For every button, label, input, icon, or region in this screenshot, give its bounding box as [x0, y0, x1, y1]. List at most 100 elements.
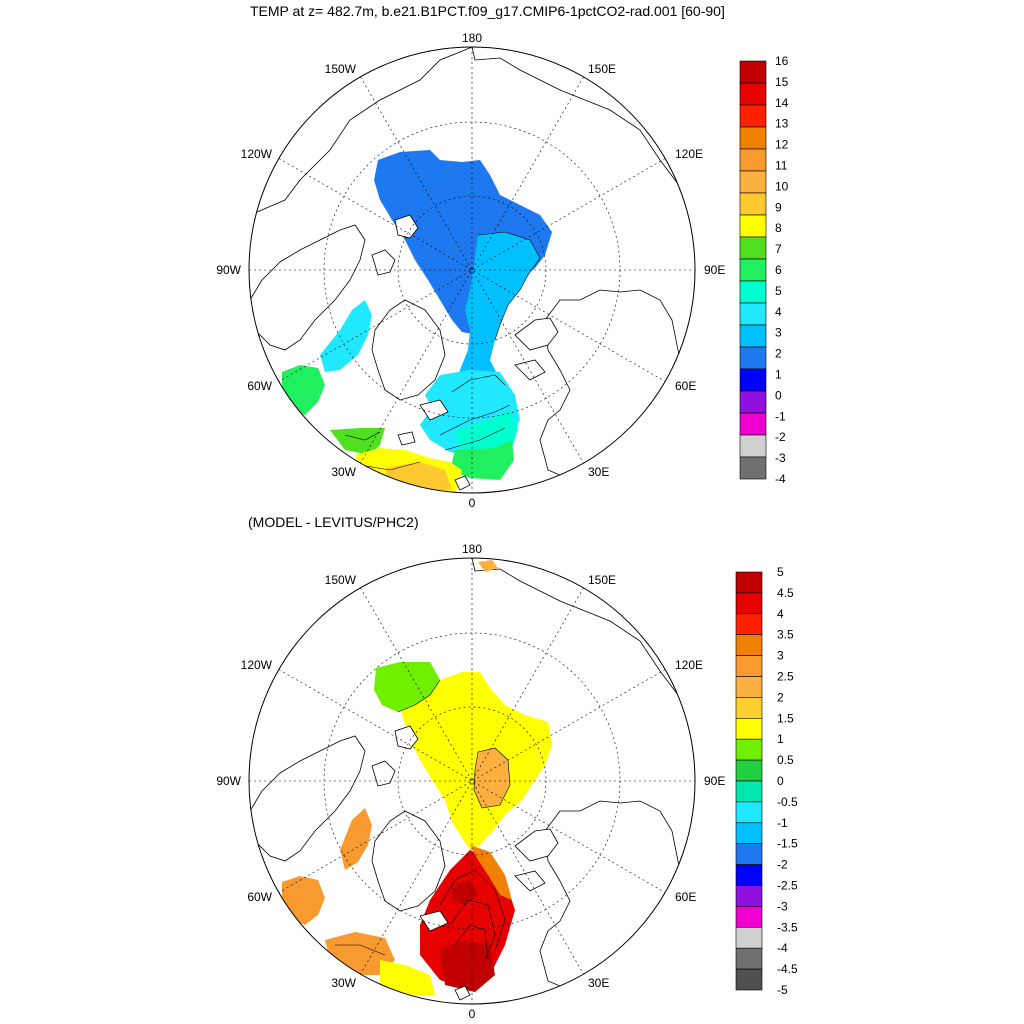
- lon-label: 180: [462, 31, 482, 45]
- colorbar-tick-label: 9: [775, 200, 782, 214]
- colorbar-tick-label: -3: [775, 451, 786, 465]
- lon-label: 0: [469, 496, 476, 510]
- colorbar-tick-label: -2: [775, 430, 786, 444]
- lon-label: 60W: [247, 379, 272, 393]
- lon-label: 90W: [216, 774, 241, 788]
- map-panel-temp: 180 150W 150E 120W 120E 90W 90E 60W 60E …: [216, 31, 788, 510]
- lon-label: 150W: [325, 573, 357, 587]
- colorbar-swatch: [735, 592, 763, 615]
- colorbar-tick-label: -5: [777, 983, 788, 997]
- colorbar-swatch: [735, 906, 763, 928]
- colorbar-swatch: [739, 82, 767, 106]
- colorbar-tick-label: -4: [777, 941, 788, 955]
- lon-label: 120W: [241, 658, 273, 672]
- colorbar-swatch: [735, 968, 763, 991]
- graticule: [249, 47, 695, 493]
- lon-label: 90E: [704, 774, 725, 788]
- colorbar-swatch: [739, 324, 767, 348]
- colorbar-tick-label: -0.5: [777, 795, 798, 809]
- colorbar-swatch: [739, 434, 767, 458]
- longitude-labels: 180 150W 150E 120W 120E 90W 90E 60W 60E …: [216, 542, 725, 1021]
- lon-label: 30E: [588, 976, 609, 990]
- longitude-labels: 180 150W 150E 120W 120E 90W 90E 60W 60E …: [216, 31, 725, 510]
- colorbar-swatch: [735, 843, 763, 865]
- colorbar-tick-label: -4: [775, 472, 786, 486]
- lon-label: 0: [469, 1007, 476, 1021]
- lon-label: 30E: [588, 465, 609, 479]
- field-region-yellow2: [380, 960, 435, 995]
- colorbar-tick-label: 2.5: [777, 670, 794, 684]
- colorbar-swatch: [735, 926, 763, 949]
- colorbar-tick-label: -1.5: [777, 837, 798, 851]
- colorbar-swatch: [739, 258, 767, 282]
- colorbar-swatch: [735, 864, 763, 886]
- colorbar-tick-label: -1: [777, 816, 788, 830]
- field-region-baffin: [340, 808, 372, 870]
- field-region-green2: [330, 428, 385, 455]
- colorbar-tick-label: 1.5: [777, 711, 794, 725]
- colorbar-tick-label: -4.5: [777, 962, 798, 976]
- graticule: [249, 558, 695, 1004]
- colorbar-swatch: [735, 885, 763, 907]
- colorbar-swatch: [739, 346, 767, 370]
- colorbar-tick-label: 1: [775, 368, 782, 382]
- colorbar-tick-label: 4: [775, 305, 782, 319]
- colorbar-swatch: [739, 302, 767, 326]
- colorbar-swatch: [739, 126, 767, 150]
- colorbar-swatch: [735, 655, 763, 677]
- field-region-baffin: [320, 300, 372, 372]
- colorbar-swatch: [735, 676, 763, 698]
- colorbar-swatch: [739, 214, 767, 238]
- lon-label: 90W: [216, 263, 241, 277]
- map-boundary: [248, 46, 696, 494]
- lon-label: 150E: [588, 573, 616, 587]
- colorbar-tick-label: 3.5: [777, 628, 794, 642]
- lon-label: 30W: [331, 976, 356, 990]
- colorbar-tick-label: 6: [775, 263, 782, 277]
- colorbar-tick-label: 5: [777, 565, 784, 579]
- colorbar-swatch: [739, 170, 767, 194]
- colorbar-swatch: [739, 104, 767, 128]
- lon-label: 30W: [331, 465, 356, 479]
- colorbar-tick-label: 11: [775, 159, 788, 173]
- lon-label: 120W: [241, 147, 273, 161]
- field-region-labrador: [282, 365, 325, 415]
- colorbar-swatch: [735, 697, 763, 719]
- colorbar-swatch: [735, 571, 763, 594]
- colorbar-tick-label: 16: [775, 54, 789, 68]
- colorbar-swatch: [735, 634, 763, 656]
- colorbar-tick-label: -2: [777, 858, 788, 872]
- colorbar-swatch: [739, 148, 767, 172]
- field-region-labrador: [282, 876, 325, 925]
- colorbar-tick-label: 4: [777, 607, 784, 621]
- colorbar-tick-label: 3: [777, 649, 784, 663]
- lon-label: 90E: [704, 263, 725, 277]
- colorbar-swatch: [735, 822, 763, 844]
- colorbar-tick-label: 3: [775, 326, 782, 340]
- colorbar-swatch: [739, 368, 767, 392]
- lon-label: 180: [462, 542, 482, 556]
- field-region-green: [450, 440, 514, 480]
- colorbar-tick-label: 4.5: [777, 586, 794, 600]
- plot-title-difference: (MODEL - LEVITUS/PHC2): [248, 514, 419, 530]
- colorbar-swatch: [739, 390, 767, 414]
- lon-label: 60W: [247, 890, 272, 904]
- colorbar-swatch: [735, 613, 763, 635]
- colorbar-tick-label: 7: [775, 242, 782, 256]
- colorbar-tick-label: 2: [777, 690, 784, 704]
- colorbar-difference: 5 4.5 4 3.5 3 2.5 2 1.5 1 0.5 0 -0.5 -1 -1.5 -2 -2.5 -3 -…: [735, 565, 798, 997]
- field-region-darkred: [440, 940, 495, 992]
- lon-label: 60E: [675, 890, 696, 904]
- colorbar-tick-label: 0: [777, 774, 784, 788]
- colorbar-tick-label: 1: [777, 732, 784, 746]
- colorbar-swatch: [735, 780, 763, 803]
- colorbar-swatch: [739, 412, 767, 436]
- lon-label: 60E: [675, 379, 696, 393]
- colorbar-swatch: [739, 280, 767, 304]
- colorbar-swatch: [735, 801, 763, 824]
- colorbar-tick-label: -2.5: [777, 879, 798, 893]
- colorbar-tick-label: 13: [775, 117, 789, 131]
- colorbar-swatch: [739, 60, 767, 84]
